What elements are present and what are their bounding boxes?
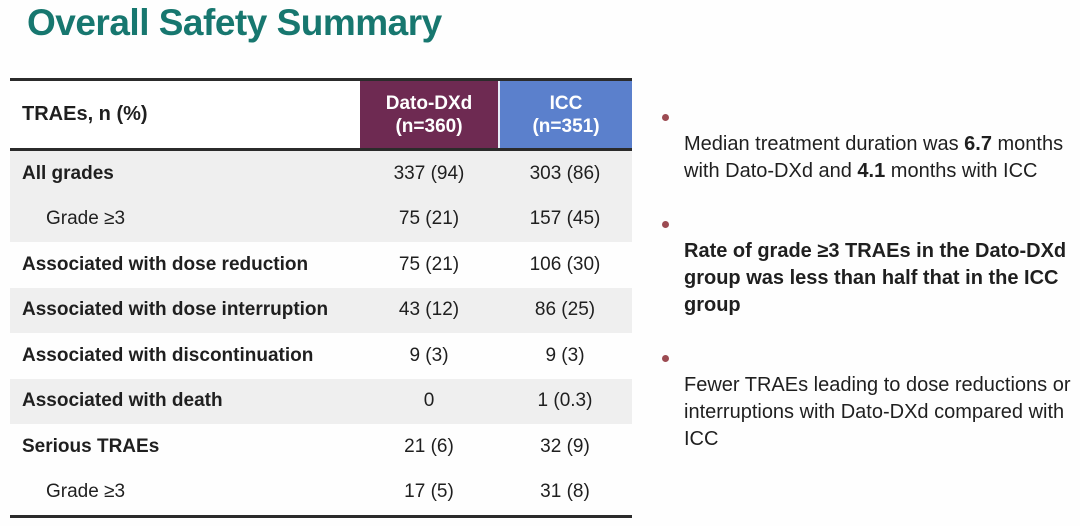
table-row-serious-traes: Serious TRAEs 21 (6) 32 (9) — [10, 424, 632, 470]
icc-value: 31 (8) — [540, 481, 590, 503]
bullet-fewer-traes: Fewer TRAEs leading to dose reductions o… — [660, 345, 1080, 453]
dato-value: 0 — [423, 390, 435, 412]
table-header-dato-dxd: Dato-DXd (n=360) — [360, 81, 498, 148]
bullet-text: months with ICC — [885, 160, 1038, 182]
table-header-row: TRAEs, n (%) Dato-DXd (n=360) ICC (n=351… — [10, 81, 632, 151]
table-row-death: Associated with death 0 1 (0.3) — [10, 378, 632, 424]
bullet-text-bold: Rate of grade ≥3 TRAEs in the Dato-DXd g… — [684, 240, 1067, 316]
page-title: Overall Safety Summary — [27, 2, 442, 43]
dato-value: 17 (5) — [404, 481, 454, 503]
table-row-dose-reduction: Associated with dose reduction 75 (21) 1… — [10, 242, 632, 288]
bullet-grade3-rate: Rate of grade ≥3 TRAEs in the Dato-DXd g… — [660, 211, 1080, 319]
icc-header-name: ICC — [549, 92, 583, 114]
safety-table: TRAEs, n (%) Dato-DXd (n=360) ICC (n=351… — [10, 78, 632, 518]
bullet-text-bold: 6.7 — [964, 133, 992, 155]
row-label: Serious TRAEs — [22, 435, 160, 457]
row-label: Associated with discontinuation — [22, 344, 314, 366]
dato-header-name: Dato-DXd — [385, 92, 473, 114]
row-label: Grade ≥3 — [46, 208, 126, 230]
dato-value: 75 (21) — [398, 253, 460, 275]
bullet-dot-icon — [662, 221, 669, 228]
icc-value: 157 (45) — [529, 208, 601, 230]
icc-value: 86 (25) — [534, 299, 596, 321]
icc-value: 106 (30) — [529, 253, 601, 275]
summary-bullet-list: Median treatment duration was 6.7 months… — [660, 104, 1080, 479]
table-row-all-grades: All grades 337 (94) 303 (86) — [10, 151, 632, 197]
row-label: Grade ≥3 — [46, 481, 126, 503]
dato-value: 9 (3) — [409, 344, 449, 366]
row-label: Associated with dose interruption — [22, 299, 329, 321]
bullet-text: Median treatment duration was — [684, 133, 965, 155]
dato-value: 43 (12) — [398, 299, 460, 321]
bullet-text: Fewer TRAEs leading to dose reductions o… — [684, 374, 1071, 450]
bullet-treatment-duration: Median treatment duration was 6.7 months… — [660, 104, 1080, 185]
icc-header-n: (n=351) — [532, 115, 600, 137]
table-row-grade-ge3: Grade ≥3 75 (21) 157 (45) — [10, 196, 632, 242]
dato-value: 21 (6) — [404, 435, 454, 457]
table-row-serious-grade-ge3: Grade ≥3 17 (5) 31 (8) — [10, 470, 632, 516]
bullet-dot-icon — [662, 114, 669, 121]
icc-value: 9 (3) — [545, 344, 585, 366]
row-label: All grades — [22, 162, 114, 184]
dato-value: 337 (94) — [393, 162, 465, 184]
dato-header-n: (n=360) — [395, 115, 463, 137]
table-row-discontinuation: Associated with discontinuation 9 (3) 9 … — [10, 333, 632, 379]
table-header-icc: ICC (n=351) — [498, 81, 632, 148]
row-label: Associated with dose reduction — [22, 253, 309, 275]
row-label: Associated with death — [22, 390, 223, 412]
table-header-traes: TRAEs, n (%) — [10, 81, 360, 148]
dato-value: 75 (21) — [398, 208, 460, 230]
bullet-dot-icon — [662, 355, 669, 362]
icc-value: 1 (0.3) — [537, 390, 593, 412]
bullet-text: months with Dato-DXd and — [684, 133, 1064, 182]
bullet-text-bold: 4.1 — [857, 160, 886, 182]
icc-value: 32 (9) — [540, 435, 590, 457]
table-row-dose-interruption: Associated with dose interruption 43 (12… — [10, 287, 632, 333]
icc-value: 303 (86) — [529, 162, 601, 184]
